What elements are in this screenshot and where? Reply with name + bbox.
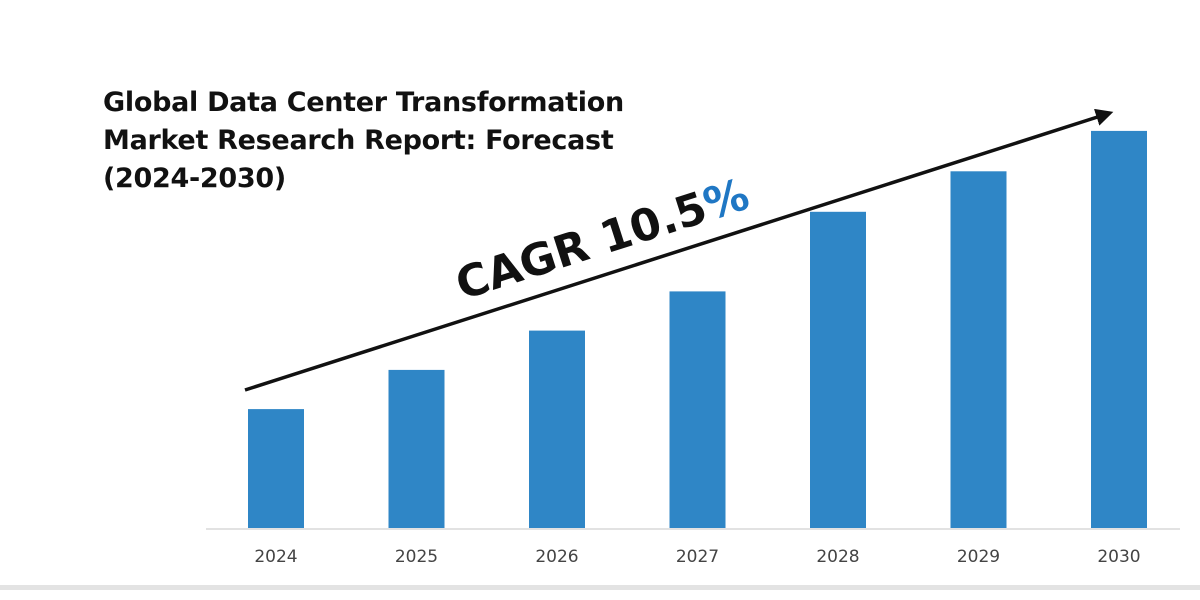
x-tick-label-2029: 2029 (957, 547, 1000, 567)
chart-title-line-2: Market Research Report: Forecast (103, 125, 614, 156)
cagr-annotation-value: CAGR 10.5 (450, 182, 713, 310)
chart-title-line-1: Global Data Center Transformation (103, 87, 624, 118)
x-tick-label-2024: 2024 (254, 547, 297, 567)
x-tick-label-2026: 2026 (535, 547, 578, 567)
x-tick-label-2028: 2028 (816, 547, 859, 567)
cagr-trend-arrow (244, 108, 1114, 392)
bar-2024 (248, 409, 304, 528)
x-tick-label-2027: 2027 (676, 547, 719, 567)
x-tick-label-2025: 2025 (395, 547, 438, 567)
bar-2028 (810, 211, 866, 529)
bar-2026 (529, 330, 585, 528)
x-tick-labels: 2024 2025 2026 2027 2028 2029 2030 (254, 547, 1140, 567)
bottom-divider (0, 585, 1200, 590)
bars-group (248, 130, 1147, 529)
chart-title-line-3: (2024-2030) (103, 163, 286, 194)
chart-title: Global Data Center Transformation Market… (103, 84, 663, 198)
bar-2029 (950, 171, 1007, 529)
bar-2030 (1091, 130, 1147, 528)
bar-2027 (669, 291, 726, 528)
bar-2025 (388, 369, 445, 528)
x-tick-label-2030: 2030 (1097, 547, 1140, 567)
